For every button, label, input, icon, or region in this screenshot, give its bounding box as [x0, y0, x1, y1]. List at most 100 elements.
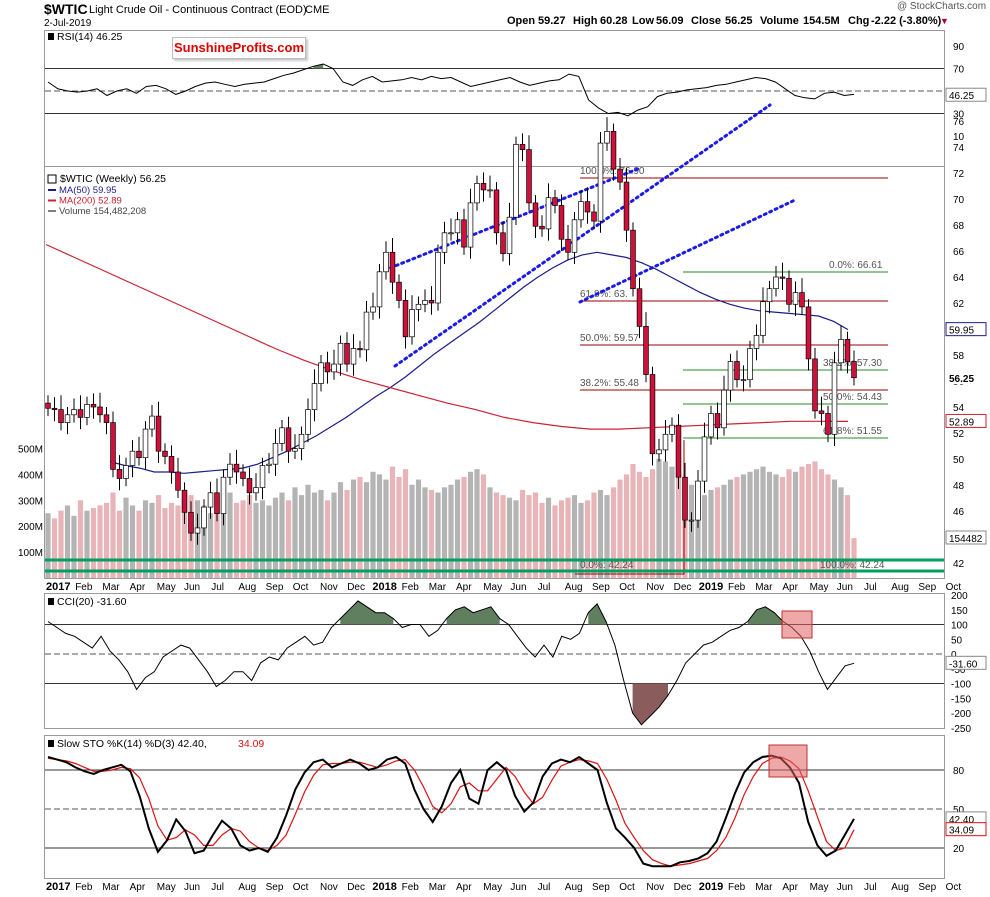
stoch-d-value-label: 34.09: [949, 826, 974, 837]
price-tick-label: 42: [953, 559, 965, 570]
cci-tick-label: -250: [951, 724, 971, 735]
volume-bar: [370, 471, 376, 578]
volume-bar: [253, 502, 259, 578]
cci-value-label: -31.60: [949, 659, 978, 670]
volume-bar: [175, 505, 181, 578]
volume-bar: [58, 510, 64, 578]
cci-line: [47, 600, 855, 726]
candle-up: [298, 433, 305, 449]
close-label: Close: [691, 15, 721, 27]
candle-up: [266, 463, 272, 466]
x-axis-label: Feb: [402, 582, 420, 593]
price-tick-label: 50: [953, 455, 965, 466]
candle-up: [220, 476, 227, 514]
fib-label: 50.0%: 59.57: [580, 333, 639, 344]
candle-up: [376, 271, 383, 308]
candle-up: [766, 288, 773, 303]
volume-bar: [610, 487, 617, 578]
candle-up: [305, 409, 311, 435]
candle-up: [656, 449, 662, 455]
x-axis-label: Sep: [592, 882, 610, 893]
volume-bar: [97, 505, 103, 578]
candle-down: [344, 342, 350, 365]
cci-overbought-fill: [747, 606, 784, 625]
volume-bar: [623, 474, 630, 578]
cci-tick-label: 0: [951, 650, 957, 661]
volume-bar: [240, 500, 246, 578]
ma50-line: [109, 251, 849, 474]
rsi-value-label-box: [945, 87, 987, 102]
candle-down: [480, 183, 487, 191]
volume-bar: [636, 471, 643, 578]
volume-bar: [318, 489, 324, 578]
ma200-line: [45, 243, 849, 430]
candle-down: [103, 414, 110, 423]
volume-bar: [110, 492, 116, 578]
x-axis-label: May: [810, 582, 829, 593]
candle-up: [740, 379, 747, 382]
volume-bar: [721, 484, 727, 578]
cci-value-label-box: [945, 655, 987, 670]
x-axis-label: Feb: [728, 882, 746, 893]
candle-up: [448, 232, 454, 235]
cci-tick-label: -200: [951, 709, 971, 720]
price-candles: [45, 117, 857, 545]
channel-line: [578, 198, 797, 304]
price-tick-label: 68: [953, 221, 965, 232]
candle-up: [370, 306, 376, 313]
volume-tick-label: 300M: [18, 496, 43, 507]
sto-tick-label: 50: [953, 805, 965, 816]
cci-overbought-fill: [340, 600, 394, 625]
rsi-title: RSI(14) 46.25: [57, 31, 123, 43]
candle-down: [558, 205, 565, 240]
stoch-highlight-box: [768, 744, 808, 778]
candle-down: [617, 168, 623, 183]
open-value: 59.27: [538, 15, 566, 27]
close-value: 56.25: [725, 15, 753, 27]
volume-bar: [792, 471, 799, 578]
candle-down: [116, 469, 123, 479]
x-axis-label: Aug: [565, 582, 583, 593]
candle-down: [493, 189, 500, 234]
candle-down: [214, 492, 220, 514]
volume-bar: [376, 474, 383, 578]
volume-bar: [116, 510, 123, 578]
candle-up: [721, 389, 727, 429]
candle-down: [825, 413, 831, 435]
x-axis-label: Aug: [891, 882, 909, 893]
volume-bar: [227, 492, 233, 578]
candle-up: [513, 144, 519, 218]
volume-bar: [77, 500, 84, 578]
stoch-legend-swatch: [48, 740, 54, 747]
candle-up: [578, 201, 584, 221]
x-axis-label: Oct: [619, 882, 635, 893]
price-tick-label: 46: [953, 507, 965, 518]
candle-up: [773, 276, 779, 290]
volume-bar: [298, 495, 305, 578]
price-tick-label: 70: [953, 195, 965, 206]
volume-bar: [526, 495, 532, 578]
volume-bar: [220, 500, 227, 578]
price-tick-label: 66: [953, 247, 965, 258]
legend-label: Volume 154,482,208: [59, 206, 146, 217]
x-axis-label: Jul: [864, 882, 877, 893]
x-axis-label: 2018: [372, 881, 396, 893]
price-tick-label: 72: [953, 169, 965, 180]
x-axis-label: Nov: [320, 882, 338, 893]
ma200-value-label: 52.89: [949, 417, 974, 428]
volume-bar: [480, 474, 487, 578]
x-axis-label: Aug: [238, 882, 256, 893]
volume-bar: [656, 458, 662, 578]
price-tick-label: 48: [953, 481, 965, 492]
ma50-value-label: 59.95: [949, 326, 974, 337]
low-value: 56.09: [656, 15, 684, 27]
volume-bar: [51, 518, 58, 578]
candle-up: [838, 339, 844, 364]
candle-down: [500, 232, 506, 254]
x-axis-label: Apr: [130, 882, 146, 893]
candle-down: [643, 326, 649, 375]
volume-bar: [532, 492, 539, 578]
volume-bar: [324, 500, 331, 578]
x-axis-label: Mar: [429, 882, 447, 893]
volume-bar: [766, 471, 773, 578]
